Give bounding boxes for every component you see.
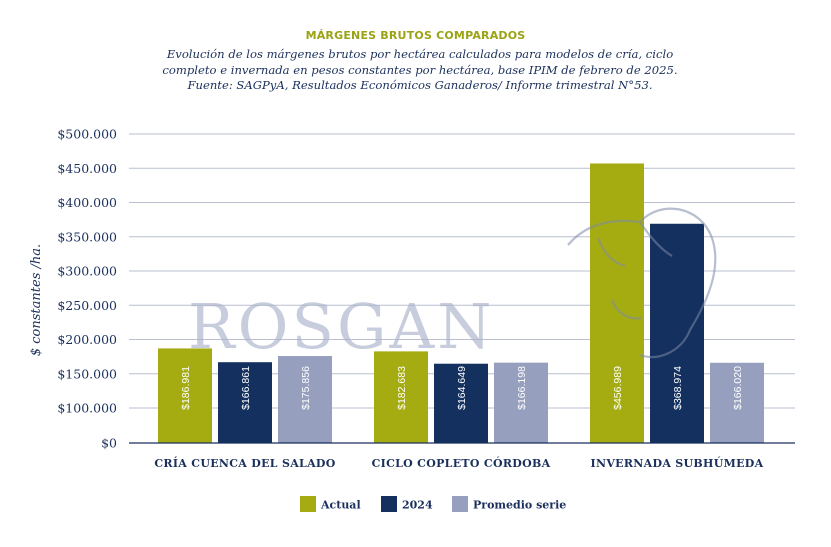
y-axis-label: $ constantes /ha. [29,244,44,356]
chart-title: MÁRGENES BRUTOS COMPARADOS [305,29,526,42]
bar [434,363,488,443]
subtitle-line-1: Evolución de los márgenes brutos por hec… [166,47,674,61]
bar-value-label: $164.649 [456,366,468,410]
bars [158,163,764,444]
bar-value-label: $186.981 [180,366,192,410]
category-labels: CRÍA CUENCA DEL SALADO CICLO COPLETO CÓRD… [154,456,763,470]
subtitle-line-3: Fuente: SAGPyA, Resultados Económicos Ga… [187,78,653,92]
bar-value-label: $166.020 [732,366,744,410]
bar [158,348,212,443]
chart-subtitle: Evolución de los márgenes brutos por hec… [95,47,745,94]
y-tick-label: $300.000 [57,264,117,279]
category-label: INVERNADA SUBHÚMEDA [591,456,764,470]
bar [650,223,704,443]
y-tick-label: $200.000 [57,332,117,347]
y-tick-label: $0 [101,436,117,451]
bar-value-label: $182.683 [396,366,408,410]
y-tick-label: $250.000 [57,298,117,313]
legend: Actual 2024 Promedio serie [300,496,566,512]
legend-swatch [300,496,316,512]
bar-value-label: $456.989 [612,366,624,410]
category-label: CICLO COPLETO CÓRDOBA [372,456,551,470]
legend-label: Actual [320,499,361,512]
y-tick-label: $400.000 [57,195,117,210]
bar [710,362,764,443]
bar [494,362,548,443]
bull-head-icon [567,207,717,359]
bar [218,362,272,443]
y-axis-ticks: $0 $100.000 $150.000 $200.000 $250.000 $300.0… [57,127,117,451]
bar-value-label: $175.856 [300,366,312,410]
y-tick-label: $450.000 [57,161,117,176]
bar [374,351,428,443]
bar [590,163,644,444]
y-tick-label: $350.000 [57,229,117,244]
category-label: CRÍA CUENCA DEL SALADO [154,456,335,470]
legend-swatch [452,496,468,512]
subtitle-line-2: completo e invernada en pesos constantes… [162,62,678,77]
watermark: ROSGAN [188,207,717,363]
y-tick-label: $100.000 [57,401,117,416]
bar-value-labels: $186.981 $166.861 $175.856 $182.683 $164.649… [180,366,744,410]
legend-label: 2024 [402,499,433,512]
y-tick-label: $150.000 [57,366,117,381]
y-tick-label: $500.000 [57,127,117,142]
bar-value-label: $166.198 [516,366,528,410]
bar [278,356,332,443]
legend-label: Promedio serie [473,499,566,512]
legend-swatch [381,496,397,512]
bar-value-label: $368.974 [672,366,684,410]
bar-value-label: $166.861 [240,366,252,410]
watermark-text: ROSGAN [188,290,495,363]
